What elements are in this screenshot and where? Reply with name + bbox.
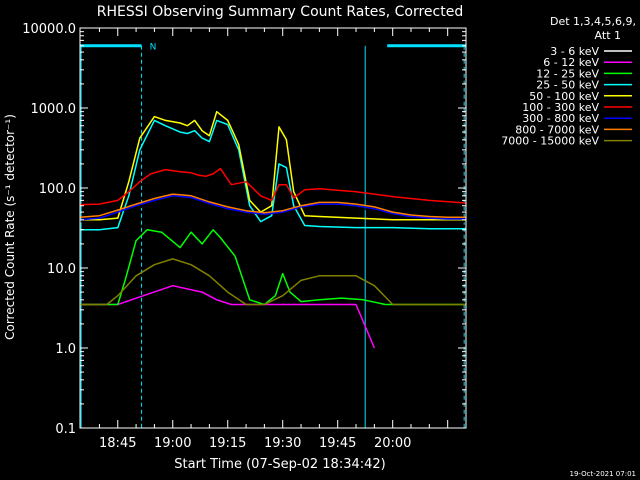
series-line-7 [79, 193, 466, 219]
x-axis-label: Start Time (07-Sep-02 18:34:42) [174, 457, 385, 472]
series-line-0 [79, 195, 466, 223]
legend-label: 50 - 100 keV [529, 90, 599, 103]
legend-header-detectors: Det 1,3,4,5,6,9, [550, 15, 636, 28]
plot-frame [79, 27, 467, 429]
legend-label: 3 - 6 keV [550, 45, 599, 58]
x-tick-label: 19:30 [264, 436, 301, 451]
x-tick-label: 19:00 [154, 436, 191, 451]
x-tick-label: 18:45 [99, 436, 136, 451]
series-layer [79, 110, 467, 349]
y-axis-label: Corrected Count Rate (s⁻¹ detector⁻¹) [3, 114, 17, 340]
legend-label: 300 - 800 keV [522, 112, 599, 125]
legend-label: 6 - 12 keV [543, 56, 599, 69]
legend-label: 25 - 50 keV [536, 79, 599, 92]
legend-label: 7000 - 15000 keV [501, 135, 599, 148]
x-tick-label: 19:15 [209, 436, 246, 451]
series-line-4 [80, 110, 466, 221]
y-tick-label: 10000.0 [22, 22, 76, 37]
legend-label: 100 - 300 keV [522, 101, 599, 114]
x-tick-label: 19:45 [319, 436, 356, 451]
y-tick-label: 10.0 [47, 262, 76, 277]
y-tick-label: 1.0 [55, 342, 76, 357]
series-line-3 [80, 119, 466, 231]
y-tick-label: 0.1 [55, 422, 76, 437]
footer-date: 19-Oct-2021 07:01 [570, 470, 636, 478]
y-tick-label: 100.0 [39, 182, 76, 197]
x-tick-label: 20:00 [374, 436, 411, 451]
chart-title: RHESSI Observing Summary Count Rates, Co… [97, 4, 463, 20]
y-tick-label: 1000.0 [31, 102, 77, 117]
night-markers: N [80, 43, 466, 428]
night-label: N [150, 43, 157, 53]
legend-label: 12 - 25 keV [536, 67, 599, 80]
series-line-5 [79, 167, 467, 206]
series-line-8 [80, 258, 466, 306]
series-line-6 [79, 195, 466, 221]
legend-label: 800 - 7000 keV [515, 123, 599, 136]
axes: 10000.0 1000.0 100.0 10.0 1.0 0.1 18:45 19:00 19… [22, 22, 467, 451]
legend-header-attenuator: Att 1 [595, 29, 621, 42]
series-line-2 [80, 229, 466, 306]
